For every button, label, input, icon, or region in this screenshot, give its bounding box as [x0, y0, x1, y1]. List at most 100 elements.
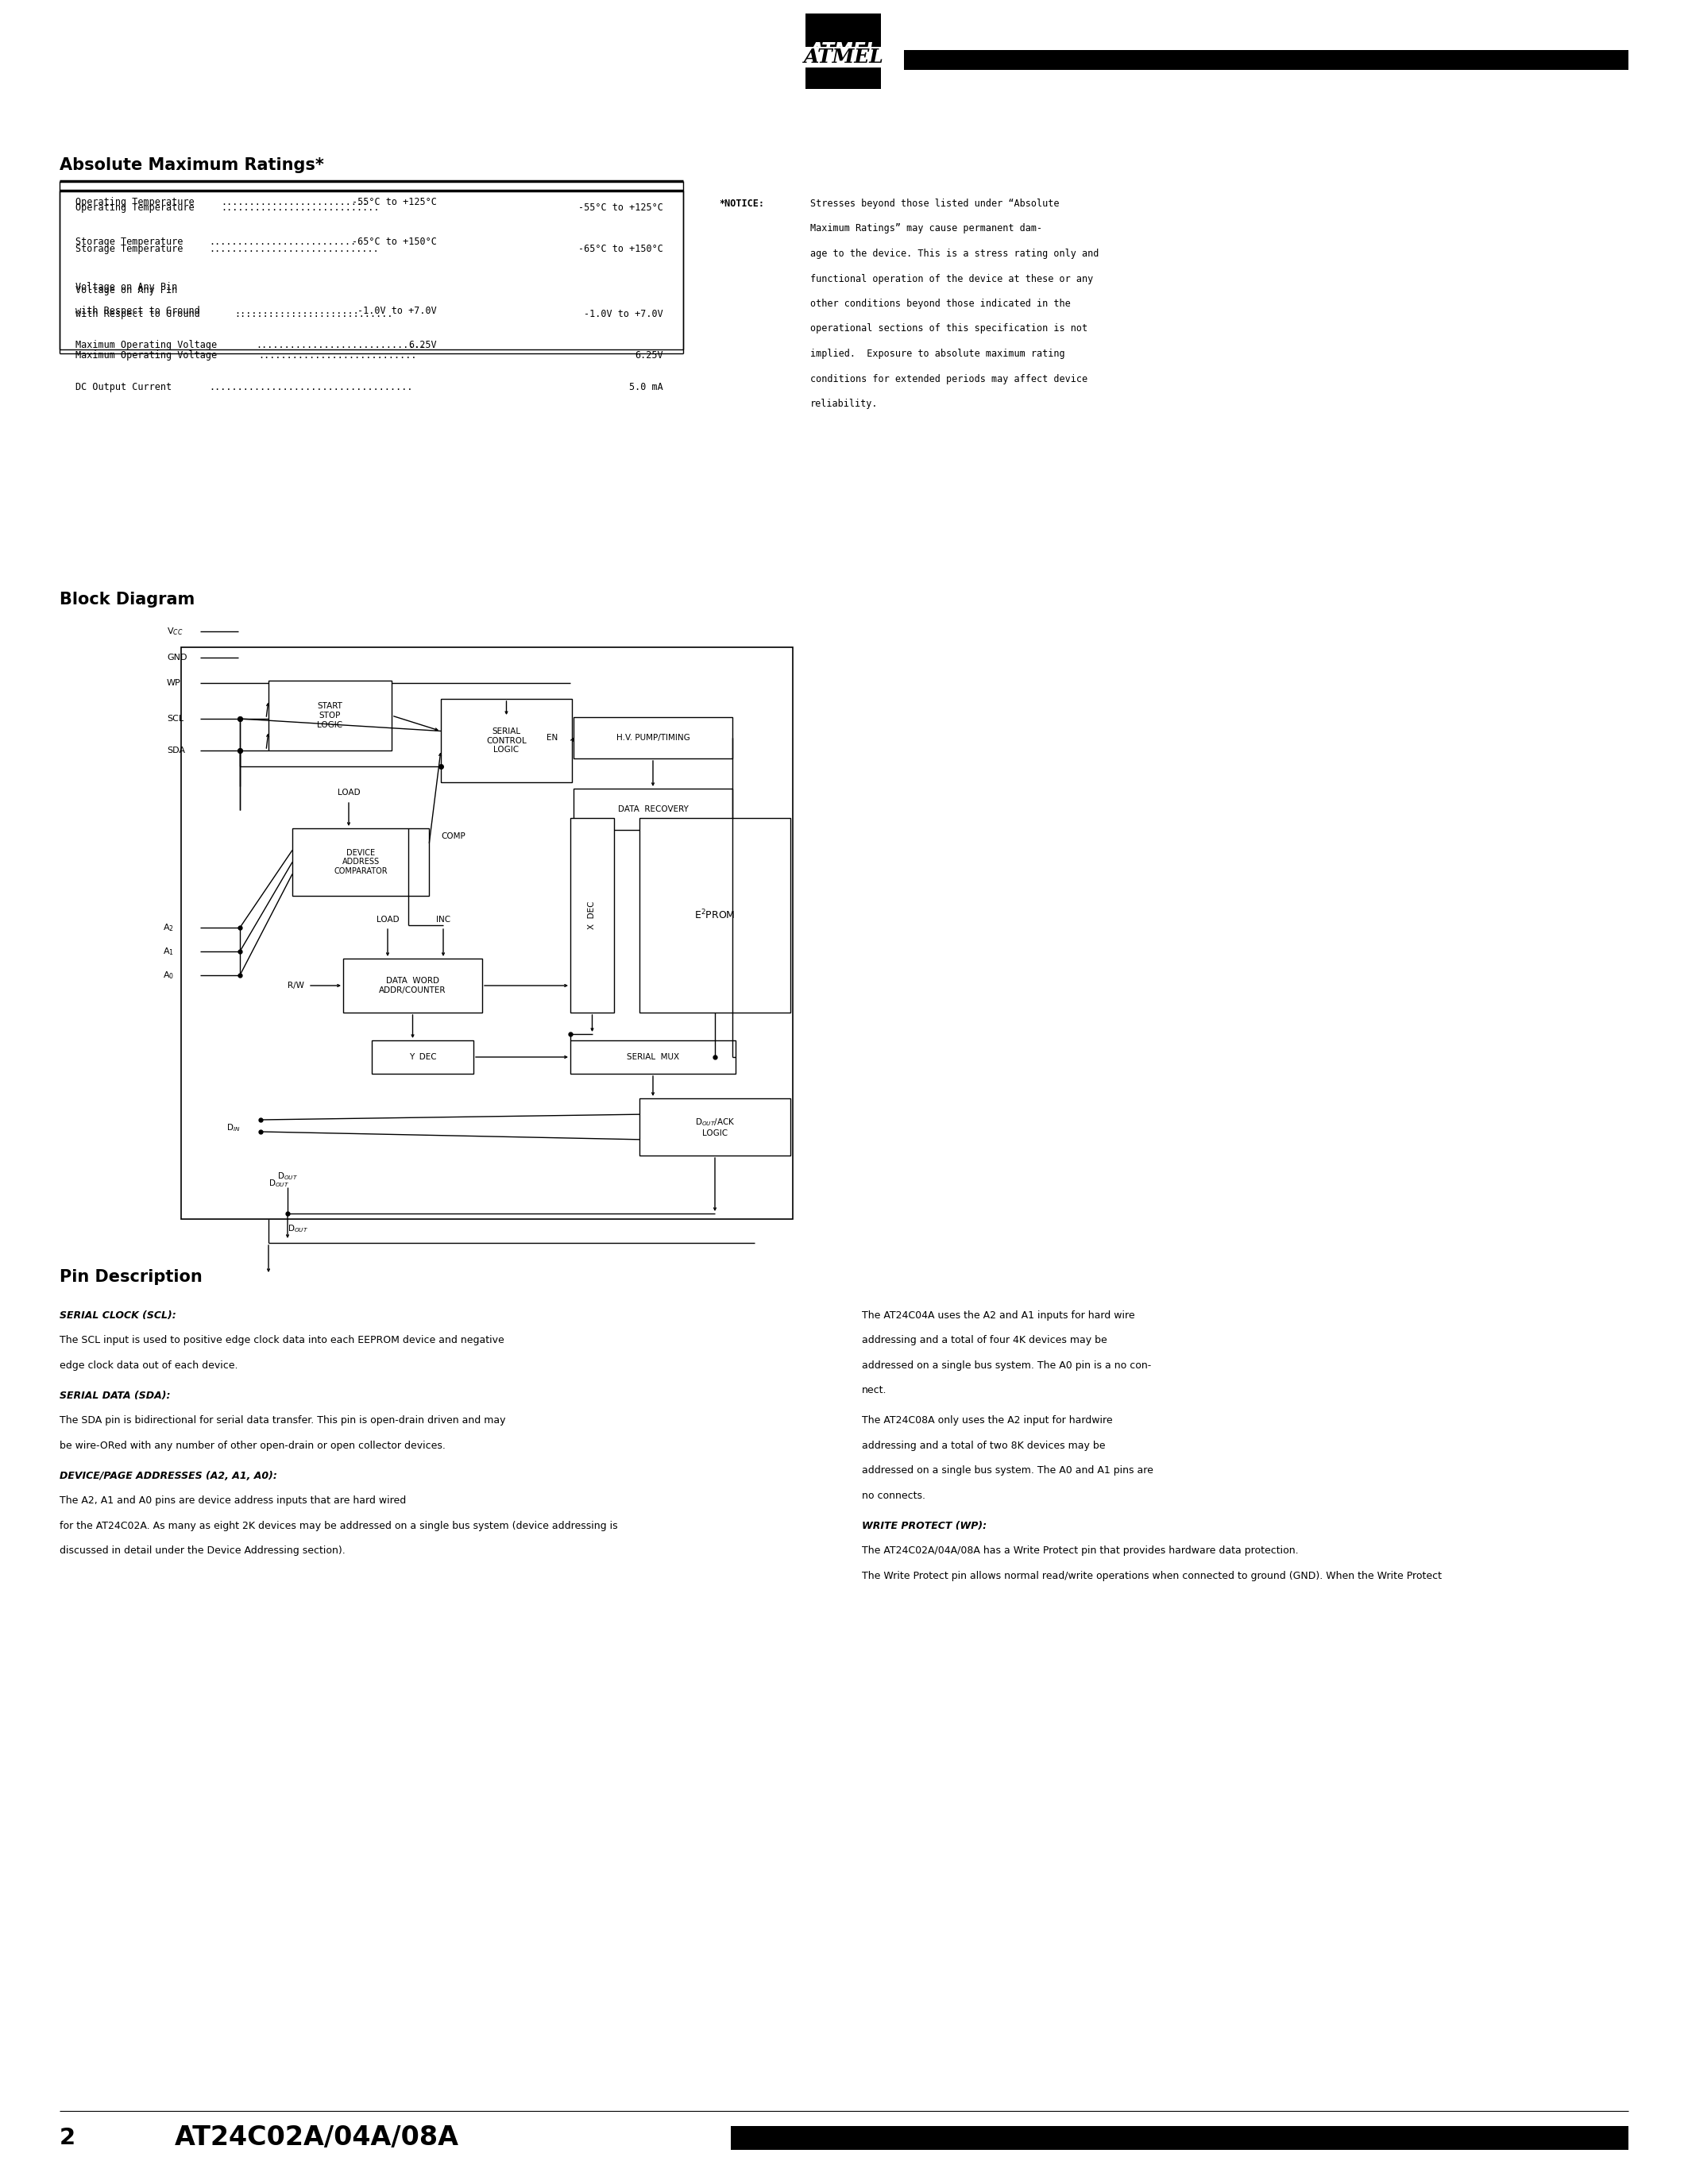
Text: DC Output Current: DC Output Current	[76, 382, 172, 393]
Text: GND: GND	[167, 653, 187, 662]
Text: Voltage on Any Pin: Voltage on Any Pin	[76, 286, 177, 295]
Bar	[640, 819, 790, 1013]
Text: Y  DEC: Y DEC	[408, 1053, 436, 1061]
Text: SERIAL DATA (SDA):: SERIAL DATA (SDA):	[59, 1391, 170, 1400]
Text: D$_{OUT}$/ACK
LOGIC: D$_{OUT}$/ACK LOGIC	[695, 1116, 734, 1138]
Text: Operating Temperature: Operating Temperature	[76, 203, 194, 212]
Text: no connects.: no connects.	[863, 1489, 925, 1500]
Text: Pin Description: Pin Description	[59, 1269, 203, 1284]
Text: conditions for extended periods may affect device: conditions for extended periods may affe…	[810, 373, 1087, 384]
Text: -65°C to +150°C: -65°C to +150°C	[353, 236, 437, 247]
Bar	[441, 699, 572, 782]
Text: V$_{CC}$: V$_{CC}$	[167, 627, 182, 638]
Text: -1.0V to +7.0V: -1.0V to +7.0V	[358, 306, 437, 317]
Bar	[292, 828, 429, 895]
Text: functional operation of the device at these or any: functional operation of the device at th…	[810, 273, 1094, 284]
Text: SERIAL CLOCK (SCL):: SERIAL CLOCK (SCL):	[59, 1310, 176, 1321]
Text: COMP: COMP	[441, 832, 466, 841]
Text: A$_2$: A$_2$	[162, 922, 174, 933]
Text: SDA: SDA	[167, 747, 186, 753]
Text: D$_{OUT}$: D$_{OUT}$	[287, 1223, 309, 1234]
Text: Storage Temperature: Storage Temperature	[76, 236, 182, 247]
Bar	[905, 50, 1629, 70]
Bar	[574, 716, 733, 758]
Text: R/W: R/W	[287, 981, 304, 989]
Bar	[181, 646, 793, 1219]
Bar	[731, 2125, 1629, 2149]
Text: for the AT24C02A. As many as eight 2K devices may be addressed on a single bus s: for the AT24C02A. As many as eight 2K de…	[59, 1520, 618, 1531]
Bar	[343, 959, 483, 1013]
Text: A$_0$: A$_0$	[162, 970, 174, 981]
Text: EN: EN	[547, 734, 557, 743]
Text: SCL: SCL	[167, 714, 184, 723]
Text: The AT24C04A uses the A2 and A1 inputs for hard wire: The AT24C04A uses the A2 and A1 inputs f…	[863, 1310, 1134, 1321]
Text: WP: WP	[167, 679, 181, 688]
Text: DEVICE/PAGE ADDRESSES (A2, A1, A0):: DEVICE/PAGE ADDRESSES (A2, A1, A0):	[59, 1470, 277, 1481]
Text: ..............................: ..............................	[209, 245, 378, 253]
Text: INC: INC	[436, 915, 451, 924]
Text: *NOTICE:: *NOTICE:	[719, 199, 765, 210]
Bar	[640, 1099, 790, 1155]
Text: D$_{OUT}$: D$_{OUT}$	[277, 1171, 297, 1182]
Text: DATA  RECOVERY: DATA RECOVERY	[618, 806, 689, 812]
Text: A$_1$: A$_1$	[162, 946, 174, 957]
Text: DEVICE
ADDRESS
COMPARATOR: DEVICE ADDRESS COMPARATOR	[334, 850, 388, 876]
Text: ..............................: ..............................	[257, 341, 425, 349]
Text: edge clock data out of each device.: edge clock data out of each device.	[59, 1361, 238, 1372]
Text: LOAD: LOAD	[376, 915, 398, 924]
Text: Operating Temperature: Operating Temperature	[76, 197, 194, 207]
Text: ATMEL: ATMEL	[809, 41, 878, 61]
Text: The AT24C08A only uses the A2 input for hardwire: The AT24C08A only uses the A2 input for …	[863, 1415, 1112, 1426]
Text: START
STOP
LOGIC: START STOP LOGIC	[317, 703, 343, 729]
Text: LOAD: LOAD	[338, 788, 360, 797]
Text: Maximum Operating Voltage: Maximum Operating Voltage	[76, 341, 218, 349]
Bar	[571, 819, 614, 1013]
Text: operational sections of this specification is not: operational sections of this specificati…	[810, 323, 1087, 334]
Text: 6.25V: 6.25V	[408, 341, 437, 349]
Text: discussed in detail under the Device Addressing section).: discussed in detail under the Device Add…	[59, 1546, 346, 1555]
Text: E$^2$PROM: E$^2$PROM	[694, 909, 736, 922]
Text: -55°C to +125°C: -55°C to +125°C	[579, 203, 663, 212]
Bar	[574, 788, 733, 830]
Bar	[571, 1040, 736, 1075]
Text: addressing and a total of four 4K devices may be: addressing and a total of four 4K device…	[863, 1334, 1107, 1345]
Text: age to the device. This is a stress rating only and: age to the device. This is a stress rati…	[810, 249, 1099, 260]
Text: ............................: ............................	[258, 349, 417, 360]
Text: The AT24C02A/04A/08A has a Write Protect pin that provides hardware data protect: The AT24C02A/04A/08A has a Write Protect…	[863, 1546, 1298, 1555]
Text: Storage Temperature: Storage Temperature	[76, 245, 182, 253]
Text: Absolute Maximum Ratings*: Absolute Maximum Ratings*	[59, 157, 324, 173]
Text: 5.0 mA: 5.0 mA	[630, 382, 663, 393]
Text: ..........................: ..........................	[221, 197, 368, 207]
Bar	[805, 13, 881, 90]
Text: -55°C to +125°C: -55°C to +125°C	[353, 197, 437, 207]
Text: nect.: nect.	[863, 1385, 886, 1396]
Text: ..........................: ..........................	[209, 236, 356, 247]
Text: -1.0V to +7.0V: -1.0V to +7.0V	[584, 308, 663, 319]
Text: WRITE PROTECT (WP):: WRITE PROTECT (WP):	[863, 1520, 987, 1531]
Bar	[371, 1040, 473, 1075]
Text: The A2, A1 and A0 pins are device address inputs that are hard wired: The A2, A1 and A0 pins are device addres…	[59, 1496, 407, 1505]
Text: Block Diagram: Block Diagram	[59, 592, 194, 607]
Text: D$_{IN}$: D$_{IN}$	[226, 1123, 240, 1133]
Text: SERIAL  MUX: SERIAL MUX	[626, 1053, 679, 1061]
Text: ATMEL: ATMEL	[803, 48, 885, 68]
Text: The SCL input is used to positive edge clock data into each EEPROM device and ne: The SCL input is used to positive edge c…	[59, 1334, 505, 1345]
Text: with Respect to Ground: with Respect to Ground	[76, 306, 199, 317]
Text: addressed on a single bus system. The A0 pin is a no con-: addressed on a single bus system. The A0…	[863, 1361, 1151, 1372]
Text: addressed on a single bus system. The A0 and A1 pins are: addressed on a single bus system. The A0…	[863, 1465, 1153, 1476]
Text: AT24C02A/04A/08A: AT24C02A/04A/08A	[176, 2125, 459, 2151]
Text: with Respect to Ground: with Respect to Ground	[76, 308, 199, 319]
Text: Stresses beyond those listed under “Absolute: Stresses beyond those listed under “Abso…	[810, 199, 1060, 210]
Text: D$_{OUT}$: D$_{OUT}$	[268, 1177, 289, 1188]
Text: ....................................: ....................................	[209, 382, 412, 393]
Text: other conditions beyond those indicated in the: other conditions beyond those indicated …	[810, 299, 1070, 308]
Text: be wire-ORed with any number of other open-drain or open collector devices.: be wire-ORed with any number of other op…	[59, 1441, 446, 1450]
Text: 6.25V: 6.25V	[635, 349, 663, 360]
Bar	[268, 681, 392, 751]
Text: H.V. PUMP/TIMING: H.V. PUMP/TIMING	[616, 734, 690, 743]
Text: ............................: ............................	[221, 203, 380, 212]
Text: DATA  WORD
ADDR/COUNTER: DATA WORD ADDR/COUNTER	[380, 976, 446, 994]
Text: SERIAL
CONTROL
LOGIC: SERIAL CONTROL LOGIC	[486, 727, 527, 753]
Text: The SDA pin is bidirectional for serial data transfer. This pin is open-drain dr: The SDA pin is bidirectional for serial …	[59, 1415, 506, 1426]
Text: reliability.: reliability.	[810, 400, 878, 408]
